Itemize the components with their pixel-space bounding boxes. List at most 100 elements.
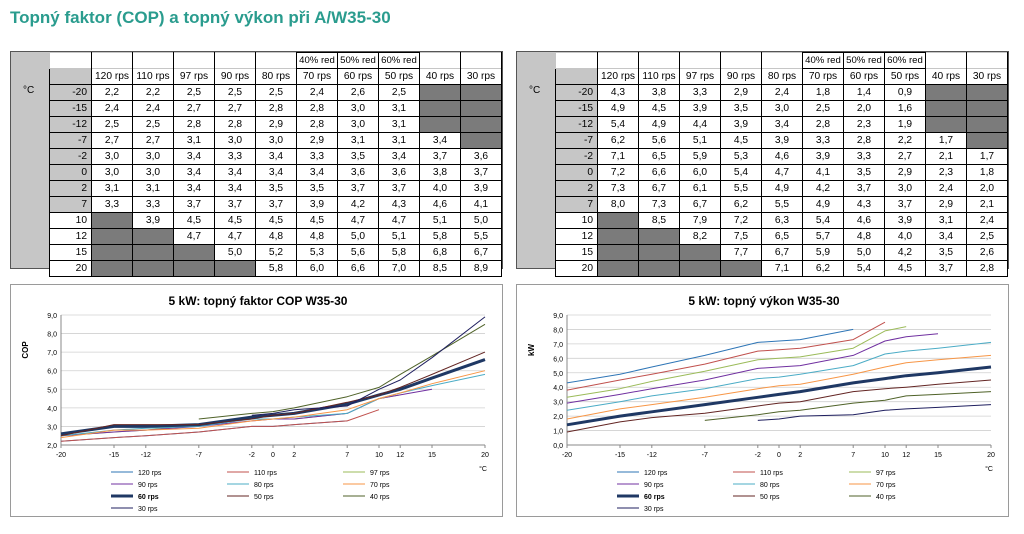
legend-label: 40 rps xyxy=(370,494,390,501)
page-title: Topný faktor (COP) a topný výkon při A/W… xyxy=(10,8,391,27)
temperature-label: -20 xyxy=(49,84,92,101)
value-cell: 2,3 xyxy=(843,116,885,133)
value-cell: 5,3 xyxy=(296,244,338,261)
value-cell: 4,4 xyxy=(679,116,721,133)
value-cell: 5,4 xyxy=(720,164,762,181)
column-header: 40 rps xyxy=(925,68,967,85)
reduced-label: 60% red xyxy=(884,52,926,69)
y-tick-label: 6,0 xyxy=(47,369,57,376)
temperature-label: -20 xyxy=(555,84,598,101)
y-axis-label: COP xyxy=(21,341,30,359)
value-cell: 3,7 xyxy=(337,180,379,197)
value-cell: 3,0 xyxy=(91,148,133,165)
value-cell: 2,5 xyxy=(91,116,133,133)
value-cell: 5,4 xyxy=(802,212,844,229)
x-tick-label: 0 xyxy=(271,452,275,459)
table-row: -12 2,5 2,5 2,8 2,8 2,9 2,8 3,0 3,1 xyxy=(49,116,502,133)
value-cell: 5,8 xyxy=(378,244,420,261)
reduced-label: 40% red xyxy=(802,52,844,69)
value-cell: 2,8 xyxy=(966,260,1008,277)
blank-header-cell xyxy=(49,52,92,69)
legend-label: 97 rps xyxy=(876,470,896,477)
value-cell: 3,9 xyxy=(884,212,926,229)
table-row: 0 3,0 3,0 3,4 3,4 3,4 3,4 3,6 3,6 3,8 3,7 xyxy=(49,164,502,181)
value-cell: 7,9 xyxy=(679,212,721,229)
value-cell: 6,2 xyxy=(720,196,762,213)
series-line-97-rps xyxy=(566,326,907,398)
column-header: 110 rps xyxy=(638,68,680,85)
value-cell: 2,7 xyxy=(91,132,133,149)
value-cell: 4,3 xyxy=(843,196,885,213)
column-header: 70 rps xyxy=(296,68,338,85)
value-cell: 2,3 xyxy=(925,164,967,181)
value-cell: 4,6 xyxy=(419,196,461,213)
value-cell: 2,7 xyxy=(132,132,174,149)
y-axis-label: kW xyxy=(527,344,536,356)
value-cell: 6,3 xyxy=(761,212,803,229)
y-tick-label: 7,0 xyxy=(553,342,563,349)
value-cell: 4,9 xyxy=(802,196,844,213)
value-cell: 6,7 xyxy=(761,244,803,261)
value-cell: 2,1 xyxy=(966,196,1008,213)
value-cell: 3,7 xyxy=(884,196,926,213)
value-cell: 4,5 xyxy=(884,260,926,277)
value-cell: 3,4 xyxy=(378,148,420,165)
unavailable-cell xyxy=(925,116,967,133)
value-cell: 3,3 xyxy=(802,132,844,149)
corner-cell xyxy=(49,68,92,85)
value-cell: 5,2 xyxy=(255,244,297,261)
value-cell: 3,9 xyxy=(460,180,502,197)
blank-header-cell xyxy=(419,52,461,69)
y-tick-label: 8,0 xyxy=(47,332,57,339)
value-cell: 7,3 xyxy=(638,196,680,213)
value-cell: 5,4 xyxy=(843,260,885,277)
value-cell: 2,7 xyxy=(214,100,256,117)
table-row: -7 6,2 5,6 5,1 4,5 3,9 3,3 2,8 2,2 1,7 xyxy=(555,132,1008,149)
blank-header-cell xyxy=(638,52,680,69)
unavailable-cell xyxy=(597,260,639,277)
cop-table: 40% red 50% red 60% red 120 rps 110 rps 97 rp… xyxy=(49,52,502,277)
x-tick-label: 20 xyxy=(481,452,489,459)
value-cell: 3,5 xyxy=(296,180,338,197)
value-cell: 3,4 xyxy=(214,180,256,197)
legend-label: 120 rps xyxy=(138,470,162,477)
value-cell: 5,0 xyxy=(460,212,502,229)
value-cell: 4,8 xyxy=(255,228,297,245)
column-header-row: 120 rps 110 rps 97 rps 90 rps 80 rps 70 rps 60… xyxy=(49,68,502,85)
temperature-label: -2 xyxy=(49,148,92,165)
value-cell: 3,1 xyxy=(337,132,379,149)
legend-label: 110 rps xyxy=(760,470,783,477)
value-cell: 3,4 xyxy=(296,164,338,181)
value-cell: 3,0 xyxy=(337,116,379,133)
legend-label: 110 rps xyxy=(254,470,277,477)
value-cell: 4,6 xyxy=(761,148,803,165)
value-cell: 3,9 xyxy=(720,116,762,133)
value-cell: 3,9 xyxy=(679,100,721,117)
unavailable-cell xyxy=(966,116,1008,133)
value-cell: 5,6 xyxy=(337,244,379,261)
value-cell: 4,3 xyxy=(597,84,639,101)
temperature-label: -15 xyxy=(555,100,598,117)
value-cell: 3,4 xyxy=(419,132,461,149)
value-cell: 3,4 xyxy=(173,164,215,181)
legend-label: 60 rps xyxy=(644,494,665,501)
value-cell: 3,5 xyxy=(843,164,885,181)
legend-label: 97 rps xyxy=(370,470,390,477)
value-cell: 3,6 xyxy=(337,164,379,181)
y-tick-label: 4,0 xyxy=(47,406,57,413)
value-cell: 2,8 xyxy=(214,116,256,133)
value-cell: 2,4 xyxy=(296,84,338,101)
value-cell: 3,0 xyxy=(337,100,379,117)
unavailable-cell xyxy=(419,84,461,101)
blank-header-cell xyxy=(214,52,256,69)
value-cell: 3,7 xyxy=(843,180,885,197)
value-cell: 8,9 xyxy=(460,260,502,277)
value-cell: 3,0 xyxy=(132,164,174,181)
value-cell: 0,9 xyxy=(884,84,926,101)
column-header: 97 rps xyxy=(173,68,215,85)
blank-header-cell xyxy=(91,52,133,69)
y-tick-label: 2,0 xyxy=(553,414,563,421)
column-header: 120 rps xyxy=(597,68,639,85)
value-cell: 2,5 xyxy=(173,84,215,101)
series-line-50-rps xyxy=(60,351,486,437)
